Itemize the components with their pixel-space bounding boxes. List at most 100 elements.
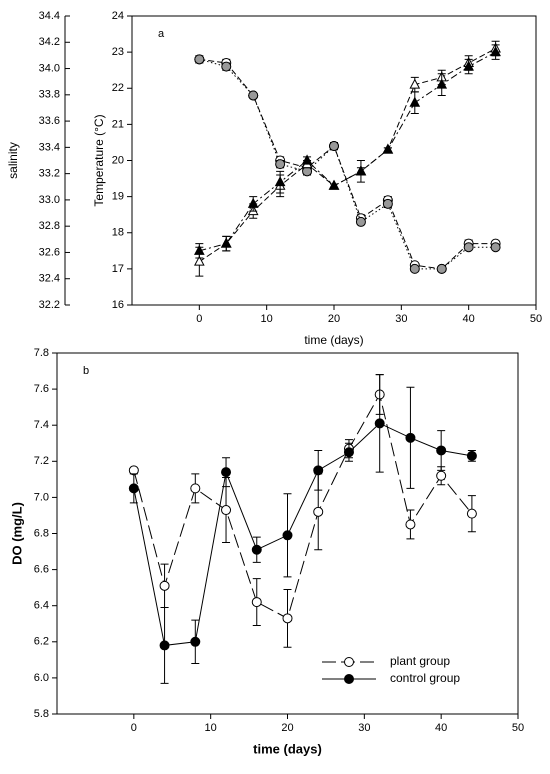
series-line: [133, 422, 472, 646]
marker: [355, 165, 367, 176]
y-tick-label: 7.2: [34, 455, 49, 467]
x-tick-label: 10: [261, 313, 273, 325]
y-axis-label: Temperature (°C): [92, 114, 106, 206]
y-tick-label: 6.8: [34, 527, 49, 539]
y2-axis-label: salinity: [6, 142, 20, 179]
y2-tick-label: 34.0: [39, 62, 60, 74]
marker: [159, 580, 170, 591]
y-tick-label: 7.0: [34, 491, 49, 503]
y-tick-label: 6.0: [34, 672, 49, 684]
x-tick-label: 20: [281, 722, 293, 734]
marker: [436, 470, 447, 481]
marker: [382, 198, 393, 209]
y-tick-label: 24: [112, 10, 124, 22]
y2-tick-label: 33.0: [39, 194, 60, 206]
marker: [282, 613, 293, 624]
y2-tick-label: 33.4: [39, 141, 60, 153]
x-axis-label: time (days): [253, 741, 322, 756]
x-tick-label: 30: [358, 722, 370, 734]
x-tick-label: 40: [435, 722, 447, 734]
marker: [313, 465, 324, 476]
marker: [463, 60, 474, 71]
marker: [463, 242, 474, 253]
y-tick-label: 22: [112, 82, 124, 94]
y-tick-label: 7.8: [34, 347, 49, 359]
y-tick-label: 21: [112, 118, 124, 130]
legend-marker: [344, 657, 354, 667]
marker: [274, 176, 286, 187]
marker: [159, 640, 170, 651]
marker: [221, 467, 232, 478]
y-tick-label: 16: [112, 299, 124, 311]
marker: [221, 61, 232, 72]
marker: [466, 450, 477, 461]
y2-tick-label: 34.2: [39, 36, 60, 48]
marker: [190, 636, 201, 647]
x-tick-label: 30: [395, 313, 407, 325]
y-tick-label: 20: [112, 154, 124, 166]
y-tick-label: 19: [112, 191, 124, 203]
x-tick-label: 10: [205, 722, 217, 734]
marker: [328, 179, 340, 190]
legend-marker: [344, 674, 354, 684]
y-tick-label: 18: [112, 227, 124, 239]
marker: [282, 530, 293, 541]
marker: [466, 508, 477, 519]
marker: [409, 263, 420, 274]
y-tick-label: 7.4: [34, 419, 49, 431]
series-line: [199, 51, 496, 252]
marker: [275, 159, 286, 170]
marker: [405, 432, 416, 443]
series-line: [199, 58, 496, 270]
series-line: [199, 48, 496, 263]
y-axis-label: DO (mg/L): [9, 502, 24, 565]
y2-tick-label: 32.6: [39, 246, 60, 258]
marker: [251, 544, 262, 555]
y-tick-label: 5.8: [34, 708, 49, 720]
marker: [355, 216, 366, 227]
y-tick-label: 6.6: [34, 564, 49, 576]
marker: [221, 505, 232, 516]
y-tick-label: 6.4: [34, 600, 49, 612]
series-line: [199, 58, 496, 270]
x-tick-label: 50: [512, 722, 524, 734]
marker: [248, 90, 259, 101]
y2-tick-label: 33.8: [39, 89, 60, 101]
y-tick-label: 6.2: [34, 636, 49, 648]
marker: [382, 143, 394, 154]
marker: [409, 78, 421, 89]
x-tick-label: 40: [463, 313, 475, 325]
y-tick-label: 17: [112, 263, 124, 275]
y2-tick-label: 34.4: [39, 10, 60, 22]
x-tick-label: 0: [131, 722, 137, 734]
x-tick-label: 50: [530, 313, 542, 325]
marker: [490, 46, 501, 57]
marker: [194, 54, 205, 65]
y2-tick-label: 32.8: [39, 220, 60, 232]
marker: [313, 506, 324, 517]
panel-label: a: [158, 28, 165, 40]
marker: [251, 597, 262, 608]
x-tick-label: 20: [328, 313, 340, 325]
marker: [194, 244, 205, 255]
y2-tick-label: 33.6: [39, 115, 60, 127]
marker: [490, 242, 501, 253]
marker: [409, 96, 421, 107]
marker: [128, 483, 139, 494]
y2-tick-label: 33.2: [39, 168, 60, 180]
y-tick-label: 23: [112, 46, 124, 58]
y2-tick-label: 32.4: [39, 273, 60, 285]
x-tick-label: 0: [196, 313, 202, 325]
marker: [343, 447, 354, 458]
marker: [301, 154, 313, 165]
marker: [374, 418, 385, 429]
marker: [436, 263, 447, 274]
legend-label: control group: [390, 671, 460, 685]
x-axis-label: time (days): [304, 333, 363, 347]
marker: [247, 197, 259, 208]
marker: [220, 237, 232, 248]
marker: [329, 141, 339, 152]
marker: [405, 519, 416, 530]
marker: [436, 78, 448, 89]
